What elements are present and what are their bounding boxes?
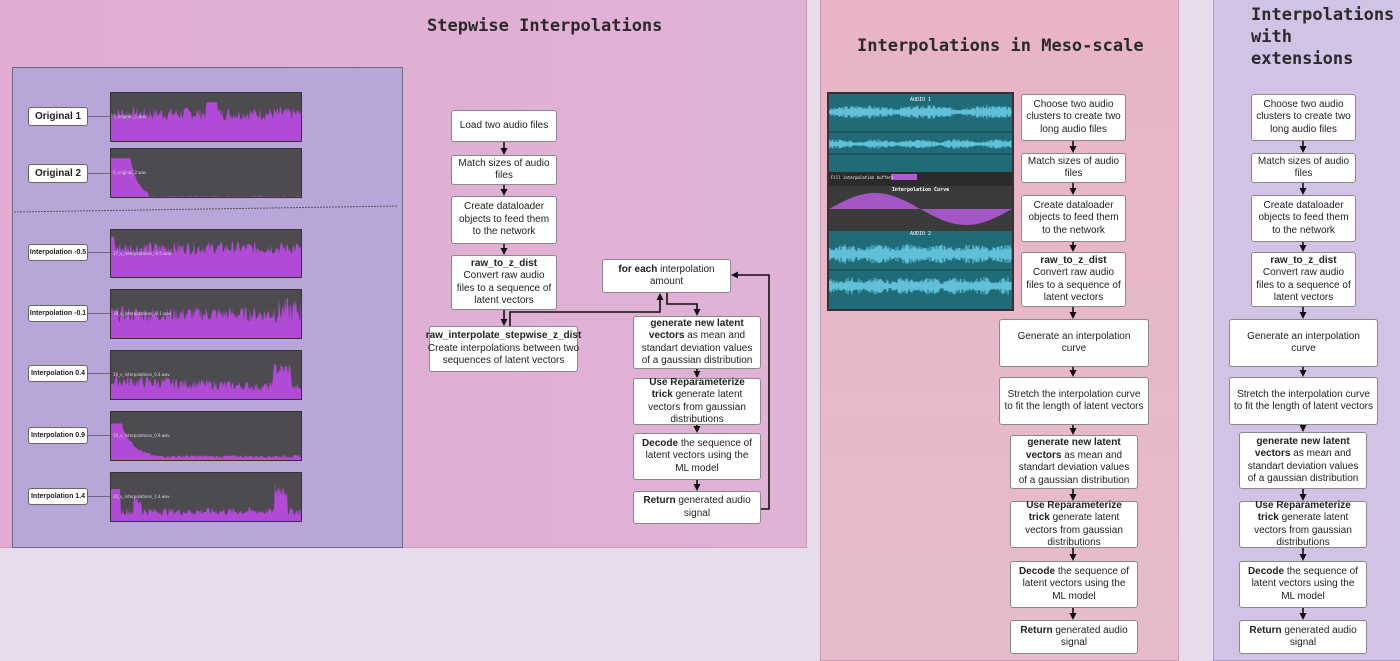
flow-interpolate-box: raw_interpolate_stepwise_z_dist Create in…	[426, 326, 581, 372]
waveform-filename: 17_v_interpolations_-0.5.wav	[113, 250, 172, 256]
flow-decode-box: Decode the sequence of latent vectors us…	[633, 433, 761, 480]
waveform-label: Interpolation 0.4	[28, 365, 88, 382]
waveform-thumbnail: 0_original_1.wav	[110, 92, 302, 142]
meso-gen-latent-box: generate new latent vectors as mean and …	[1010, 435, 1138, 489]
meso-reparam-box: Use Reparameterize trick generate latent…	[1010, 500, 1138, 548]
waveform-thumbnail: 18_v_interpolations_-0.1.wav	[110, 289, 302, 339]
meso-dataloader-box: Create dataloader objects to feed them t…	[1021, 195, 1126, 242]
curve-label: Interpolation Curve	[891, 187, 950, 193]
flow-for-each-box: for each interpolation amount	[602, 259, 731, 293]
waveform-shape	[111, 236, 301, 277]
flow-dataloader-box: Create dataloader objects to feed them t…	[451, 196, 557, 244]
waveform-filename: 0_original_2.wav	[113, 170, 147, 175]
waveform-filename: 20_v_interpolations_1.4.wav	[113, 494, 170, 499]
flow-reparam-box: Use Reparameterize trick generate latent…	[633, 377, 761, 425]
waveform-shape	[111, 482, 301, 521]
waveform-thumbnail: 0_original_2.wav	[110, 148, 302, 198]
ext-curve-box: Generate an interpolation curve	[1229, 319, 1378, 367]
ext-return-box: Return generated audio signal	[1239, 620, 1367, 654]
waveform-filename: 18_v_interpolations_-0.1.wav	[113, 311, 172, 316]
waveform-thumbnail: 20_v_interpolations_1.4.wav	[110, 472, 302, 522]
waveform-label: Original 2	[28, 164, 88, 183]
flow-return-box: Return generated audio signal	[633, 491, 761, 524]
extensions-title-line: Interpolations	[1251, 5, 1395, 25]
meso-choose-box: Choose two audio clusters to create two …	[1021, 94, 1126, 141]
waveform-thumbnail: 19_v_interpolations_0.9.wav	[110, 411, 302, 461]
stepwise-title: Stepwise Interpolations	[427, 16, 663, 36]
flow-load-box: Load two audio files	[451, 110, 557, 142]
waveform-thumbnail: 19_v_interpolations_0.4.wav	[110, 350, 302, 400]
ext-match-box: Match sizes of audio files	[1251, 153, 1356, 183]
ext-stretch-box: Stretch the interpolation curve to fit t…	[1229, 377, 1378, 425]
ext-raw-to-z-box: raw_to_z_dist Convert raw audio files to …	[1251, 252, 1356, 307]
meso-return-box: Return generated audio signal	[1010, 620, 1138, 654]
waveform-filename: 0_original_1.wav	[113, 114, 147, 119]
waveform-label: Interpolation -0.5	[28, 244, 88, 261]
waveform-label: Original 1	[28, 107, 88, 126]
ext-dataloader-box: Create dataloader objects to feed them t…	[1251, 195, 1356, 242]
audio1-label: AUDIO 1	[909, 97, 932, 103]
waveform-shape	[111, 423, 301, 460]
waveform-thumbnail: 17_v_interpolations_-0.5.wav	[110, 229, 302, 278]
waveform-filename: 19_v_interpolations_0.4.wav	[113, 372, 170, 377]
waveform-label: Interpolation 0.9	[28, 427, 88, 444]
waveform-shape	[111, 102, 301, 141]
ext-gen-latent-box: generate new latent vectors as mean and …	[1239, 432, 1367, 489]
waveform-shape	[111, 297, 301, 338]
audio2-label: AUDIO 2	[909, 231, 932, 237]
flow-gen-latent-box: generate new latent vectors as mean and …	[633, 316, 761, 369]
meso-curve-box: Generate an interpolation curve	[999, 319, 1149, 367]
meso-decode-box: Decode the sequence of latent vectors us…	[1010, 561, 1138, 608]
extensions-title-line: with	[1251, 27, 1292, 47]
ext-choose-box: Choose two audio clusters to create two …	[1251, 94, 1356, 141]
ext-reparam-box: Use Reparameterize trick generate latent…	[1239, 500, 1367, 548]
meso-title: Interpolations in Meso-scale	[857, 36, 1144, 56]
meso-match-box: Match sizes of audio files	[1021, 153, 1126, 183]
flow-raw-to-z-box: raw_to_z_dist Convert raw audio files to …	[451, 255, 557, 310]
meso-stretch-box: Stretch the interpolation curve to fit t…	[999, 377, 1149, 425]
waveform-shape	[111, 157, 301, 197]
ext-decode-box: Decode the sequence of latent vectors us…	[1239, 561, 1367, 608]
extensions-title-line: extensions	[1251, 49, 1354, 69]
buffer-label: Fill interpolation buffers	[831, 175, 894, 180]
waveform-filename: 19_v_interpolations_0.9.wav	[113, 433, 170, 438]
flow-match-box: Match sizes of audio files	[451, 155, 557, 185]
extensions-title: Interpolations with extensions	[1251, 4, 1394, 70]
waveform-label: Interpolation -0.1	[28, 305, 88, 322]
meso-raw-to-z-box: raw_to_z_dist Convert raw audio files to …	[1021, 252, 1126, 307]
meso-waveform-graphic	[829, 94, 1012, 309]
meso-daw-screenshot: AUDIO 1 Fill interpolation buffers Inter…	[827, 92, 1014, 311]
waveform-shape	[111, 363, 301, 399]
waveform-label: Interpolation 1.4	[28, 488, 88, 505]
